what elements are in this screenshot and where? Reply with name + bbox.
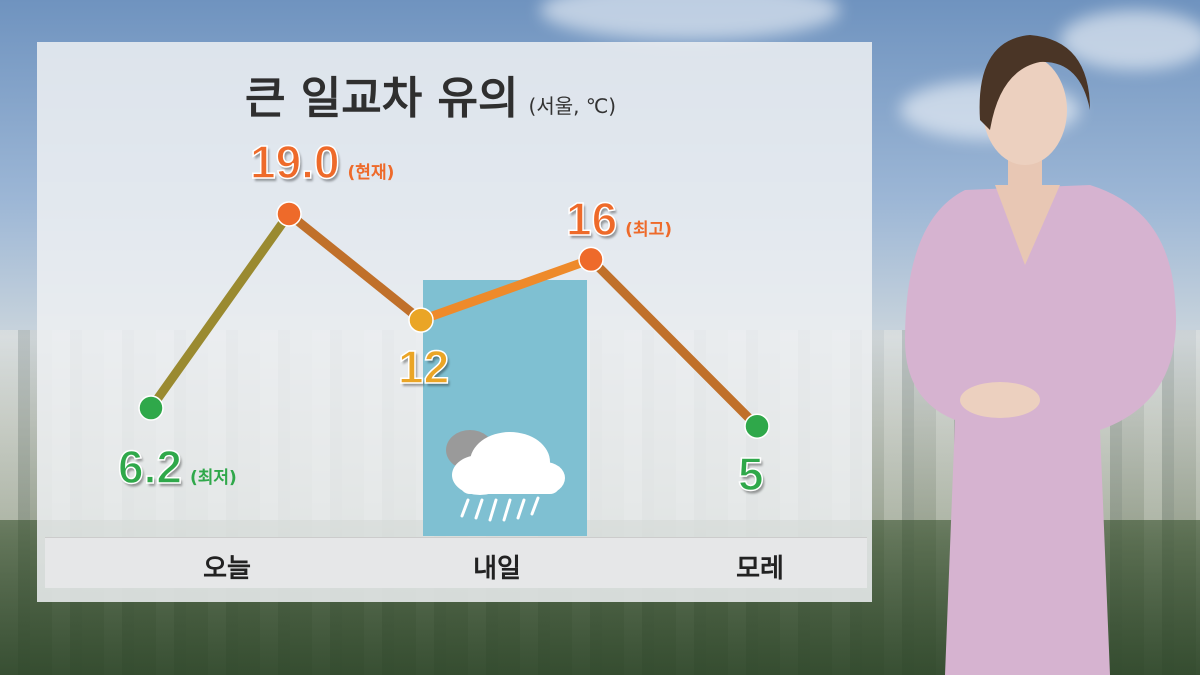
cloud-rain-icon	[446, 430, 565, 522]
data-label-group: 6.2 (최저)	[117, 440, 237, 494]
data-note: (현재)	[347, 163, 395, 183]
data-point	[408, 307, 434, 333]
data-label-group: 5	[737, 447, 764, 501]
data-label: 12	[397, 340, 450, 394]
category-label: 모레	[736, 554, 784, 584]
data-label: 5	[737, 447, 764, 501]
data-note: (최저)	[189, 468, 237, 488]
category-axis	[45, 537, 867, 588]
chart-subtitle: (서울, ℃)	[528, 94, 617, 118]
category-label: 오늘	[203, 554, 251, 584]
category-label: 내일	[473, 554, 521, 584]
data-point	[276, 201, 302, 227]
data-label: 6.2	[117, 440, 182, 494]
series-line-segment	[416, 254, 596, 325]
data-label-group: 19.0 (현재)	[249, 135, 395, 189]
series-line-segment	[284, 209, 426, 325]
chart-title: 큰 일교차 유의	[245, 73, 519, 124]
data-label-group: 16 (최고)	[565, 192, 672, 246]
chart-header: 큰 일교차 유의 (서울, ℃)	[245, 62, 616, 126]
data-point	[138, 395, 164, 421]
background-cloud	[1060, 10, 1200, 70]
data-note: (최고)	[625, 220, 672, 240]
data-point	[744, 413, 770, 439]
series-line-segment	[146, 209, 294, 413]
data-label: 16	[565, 192, 618, 246]
data-label-group: 12	[397, 340, 450, 394]
series-line-segment	[586, 254, 762, 431]
data-label: 19.0	[249, 135, 340, 189]
data-point	[578, 246, 604, 273]
